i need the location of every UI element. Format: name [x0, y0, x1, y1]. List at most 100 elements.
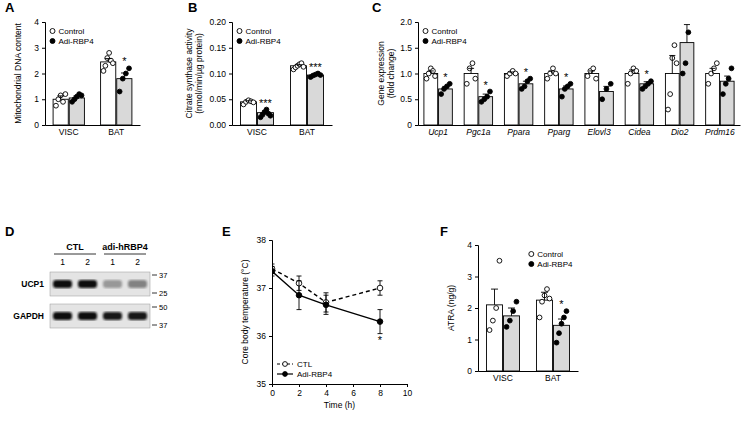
legend-marker [50, 39, 55, 44]
tick-label: VISC [247, 127, 267, 137]
tick-label: 36 [257, 331, 267, 341]
legend-label: Adi-RBP4 [537, 260, 573, 269]
data-point [540, 299, 545, 304]
error-bar [603, 86, 609, 91]
error-bar [558, 319, 565, 325]
data-point [504, 325, 509, 330]
tick: Cidea [628, 127, 650, 137]
panel-label: A [5, 0, 15, 15]
error-bar [710, 68, 716, 73]
bar [625, 74, 639, 126]
data-point [79, 93, 84, 98]
panel-label: E [222, 224, 231, 239]
tick: Prdm16 [705, 127, 735, 137]
bar [241, 102, 257, 125]
tick: 1 [34, 94, 45, 104]
annotations: * [122, 55, 127, 67]
tick-label: 0 [407, 120, 412, 130]
bar [559, 89, 573, 125]
figure: A*01234VISCBATMitochondrial DNA contentC… [0, 0, 754, 431]
tick-mark [229, 125, 232, 126]
bar [545, 74, 559, 126]
marker-label: 37 [159, 321, 167, 330]
tick-label: VISC [59, 127, 79, 137]
data-point [323, 302, 329, 308]
bar [439, 89, 453, 125]
significance-label: * [564, 71, 569, 83]
tick-mark [475, 277, 478, 278]
tick: 2 [467, 303, 478, 313]
data-point [553, 71, 558, 76]
band [78, 312, 97, 320]
error-bar [483, 94, 489, 97]
y-axis-title: Core body temperature (°C) [240, 259, 250, 364]
y-axis: 35363738 [257, 235, 273, 389]
data-point [377, 319, 383, 325]
tick-mark [42, 48, 45, 49]
tick-label: 10 [403, 388, 413, 398]
tick: 38 [257, 235, 272, 245]
data-point [485, 94, 490, 99]
legend-marker [237, 29, 242, 34]
error-bar [442, 86, 448, 89]
error-bar [508, 72, 514, 74]
error-bar [589, 71, 595, 74]
y-axis-title: Citrate synthase activity [184, 28, 194, 119]
tick-label: BAT [299, 127, 315, 137]
data-point [625, 81, 630, 86]
data-point [268, 113, 273, 118]
error-bar [491, 289, 498, 305]
bar [554, 325, 570, 371]
x-axis-line [419, 125, 741, 126]
error-bar [297, 281, 302, 310]
tick: Ucp1 [428, 127, 448, 137]
data-point [528, 76, 533, 81]
x-axis-line [479, 371, 579, 372]
data-point [729, 66, 734, 71]
error-bar [629, 70, 635, 74]
tick-label: 0 [270, 388, 275, 398]
tick-label: 2.0 [400, 17, 412, 27]
tick: 0.00 [209, 120, 232, 130]
x-axis: VISCBAT [479, 372, 579, 384]
legend: ControlAdi-RBP4 [50, 27, 94, 46]
tick: 4 [324, 384, 329, 398]
tick: 2.0 [400, 17, 418, 27]
legend-item: Control [50, 27, 85, 36]
tick-label: 0.05 [209, 94, 226, 104]
x-axis-line [273, 385, 408, 388]
data-point [649, 79, 654, 84]
marker-tick [152, 275, 157, 276]
bar [117, 79, 132, 125]
tick-mark [415, 74, 418, 75]
lane-label: 2 [85, 257, 90, 267]
data-point [668, 92, 673, 97]
significance-label: * [559, 298, 564, 310]
error-bar [378, 310, 383, 334]
error-bar [523, 81, 529, 84]
tick: BAT [299, 127, 315, 137]
tick-mark [42, 22, 45, 23]
y-axis-line [42, 23, 46, 126]
tick-mark [229, 99, 232, 100]
data-point [54, 103, 59, 108]
data-point [447, 81, 452, 86]
tick-mark [475, 308, 478, 309]
y-axis-line [475, 246, 479, 372]
tick: 2 [34, 69, 45, 79]
legend-label: CTL [297, 360, 313, 369]
blot-background [50, 272, 150, 296]
bar [291, 66, 307, 125]
panel: *01234VISCBATMitochondrial DNA contentCo… [13, 17, 141, 137]
tick-label: 4 [34, 17, 39, 27]
significance-label: * [524, 66, 529, 78]
tick-mark [42, 74, 45, 75]
legend-marker [423, 39, 428, 44]
data-point [551, 66, 556, 71]
tick: Dio2 [671, 127, 689, 137]
data-point [497, 258, 502, 263]
panel-label: B [188, 0, 197, 15]
tick: Elovl3 [588, 127, 611, 137]
tick-mark [326, 384, 327, 387]
y-axis-title: (fold change) [386, 49, 396, 99]
